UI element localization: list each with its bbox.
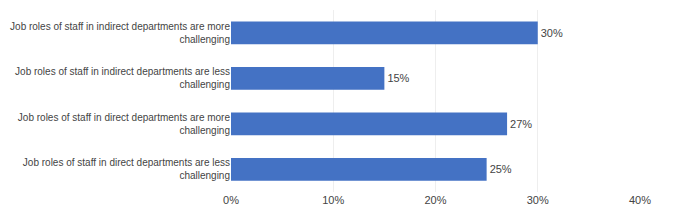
svg-text:Job roles of staff in direct d: Job roles of staff in direct departments…	[23, 157, 230, 181]
svg-text:20%: 20%	[424, 194, 446, 206]
svg-text:Job roles of staff in indirect: Job roles of staff in indirect departmen…	[15, 66, 230, 90]
svg-text:27%: 27%	[510, 118, 532, 130]
svg-text:10%: 10%	[322, 194, 344, 206]
svg-text:15%: 15%	[387, 72, 409, 84]
svg-text:30%: 30%	[527, 194, 549, 206]
svg-text:Job roles of staff in indirect: Job roles of staff in indirect departmen…	[10, 21, 230, 45]
svg-text:0%: 0%	[223, 194, 239, 206]
svg-text:Job roles of staff in direct d: Job roles of staff in direct departments…	[18, 112, 231, 136]
svg-text:30%: 30%	[541, 27, 563, 39]
svg-text:40%: 40%	[629, 194, 651, 206]
svg-text:25%: 25%	[490, 163, 512, 175]
